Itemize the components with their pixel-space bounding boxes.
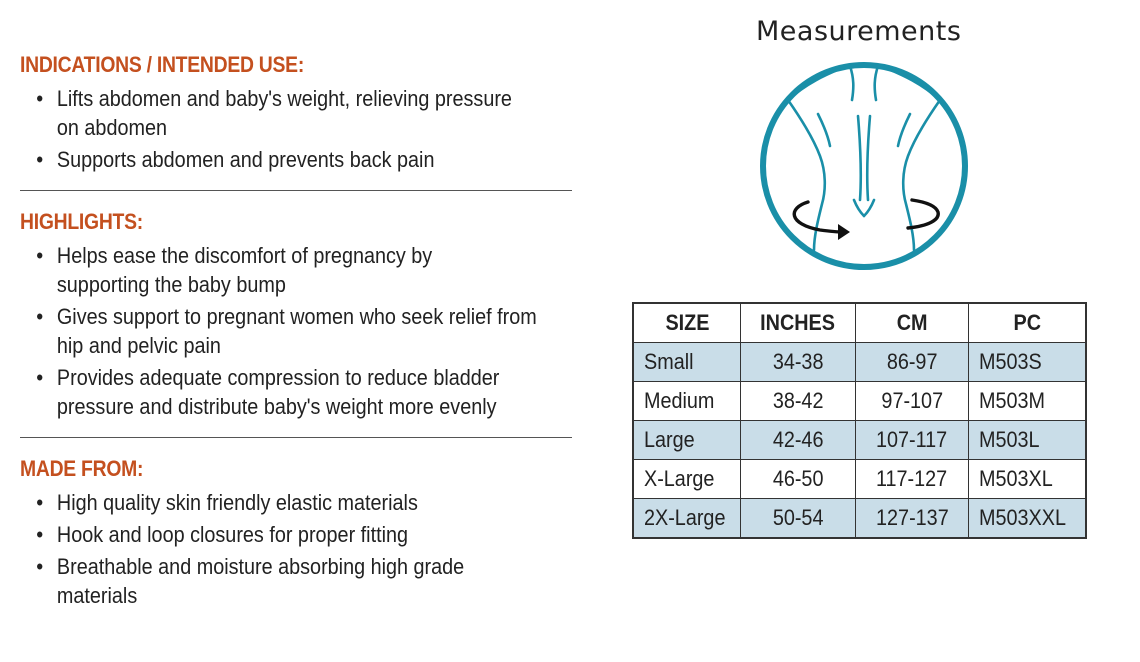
inches-cell: 34-38 [740, 342, 856, 382]
section-title-highlights: HIGHLIGHTS: [20, 209, 143, 234]
list-item-text: Breathable and moisture absorbing high g… [56, 554, 465, 608]
pc-cell: M503L [968, 420, 1087, 460]
list-item: • Breathable and moisture absorbing high … [20, 552, 525, 610]
bullet-icon: • [36, 304, 44, 329]
cm-cell: 86-97 [855, 342, 969, 382]
bullet-icon: • [36, 86, 44, 111]
list-item-text: Provides adequate compression to reduce … [56, 365, 500, 419]
indications-section: INDICATIONS / INTENDED USE: • Lifts abdom… [20, 50, 572, 174]
pc-cell: M503S [968, 342, 1087, 382]
list-item-text: Hook and loop closures for proper fittin… [56, 522, 408, 547]
table-header-row: SIZE INCHES CM PC [632, 302, 1087, 343]
pc-cell: M503XXL [968, 498, 1087, 539]
size-cell: 2X-Large [632, 498, 741, 539]
bullet-icon: • [36, 365, 44, 390]
highlights-list: • Helps ease the discomfort of pregnancy … [20, 241, 572, 421]
list-item: • High quality skin friendly elastic mate… [20, 488, 561, 517]
list-item: • Gives support to pregnant women who see… [20, 302, 543, 360]
table-row: X-Large 46-50 117-127 M503XL [632, 459, 1087, 499]
list-item: • Helps ease the discomfort of pregnancy … [20, 241, 507, 299]
column-header-size: SIZE [632, 302, 741, 343]
bullet-icon: • [36, 554, 44, 579]
inches-cell: 50-54 [740, 498, 856, 539]
column-header-cm: CM [855, 302, 969, 343]
bullet-icon: • [36, 490, 44, 515]
inches-cell: 38-42 [740, 381, 856, 421]
list-item-text: Lifts abdomen and baby's weight, relievi… [56, 86, 512, 140]
list-item-text: Helps ease the discomfort of pregnancy b… [56, 243, 433, 297]
table-row: Large 42-46 107-117 M503L [632, 420, 1087, 460]
section-title-made-from: MADE FROM: [20, 456, 144, 481]
made-from-section: MADE FROM: • High quality skin friendly e… [20, 454, 572, 610]
bullet-icon: • [36, 147, 44, 172]
list-item-text: High quality skin friendly elastic mater… [56, 490, 418, 515]
cm-cell: 97-107 [855, 381, 969, 421]
product-info-column: INDICATIONS / INTENDED USE: • Lifts abdom… [20, 50, 572, 613]
inches-cell: 42-46 [740, 420, 856, 460]
list-item: • Lifts abdomen and baby's weight, reliev… [20, 84, 534, 142]
indications-list: • Lifts abdomen and baby's weight, reliev… [20, 84, 572, 174]
cm-cell: 117-127 [855, 459, 969, 499]
cm-cell: 107-117 [855, 420, 969, 460]
size-cell: X-Large [632, 459, 741, 499]
list-item: • Supports abdomen and prevents back pain [20, 145, 561, 174]
table-row: Small 34-38 86-97 M503S [632, 342, 1087, 382]
list-item-text: Gives support to pregnant women who seek… [56, 304, 537, 358]
list-item: • Provides adequate compression to reduce… [20, 363, 561, 421]
size-cell: Large [632, 420, 741, 460]
list-item: • Hook and loop closures for proper fitti… [20, 520, 561, 549]
size-cell: Small [632, 342, 741, 382]
bullet-icon: • [36, 243, 44, 268]
column-header-pc: PC [968, 302, 1087, 343]
inches-cell: 46-50 [740, 459, 856, 499]
divider [20, 190, 572, 191]
column-header-inches: INCHES [740, 302, 856, 343]
table-row: Medium 38-42 97-107 M503M [632, 381, 1087, 421]
measurements-title: Measurements [756, 16, 962, 47]
pc-cell: M503XL [968, 459, 1087, 499]
size-chart-table: SIZE INCHES CM PC Small 34-38 86-97 M503… [632, 302, 1087, 539]
divider [20, 437, 572, 438]
cm-cell: 127-137 [855, 498, 969, 539]
pc-cell: M503M [968, 381, 1087, 421]
table-row: 2X-Large 50-54 127-137 M503XXL [632, 498, 1087, 539]
made-from-list: • High quality skin friendly elastic mate… [20, 488, 572, 610]
highlights-section: HIGHLIGHTS: • Helps ease the discomfort o… [20, 207, 572, 421]
list-item-text: Supports abdomen and prevents back pain [56, 147, 435, 172]
section-title-indications: INDICATIONS / INTENDED USE: [20, 52, 305, 77]
size-cell: Medium [632, 381, 741, 421]
waist-measurement-icon [758, 60, 970, 272]
bullet-icon: • [36, 522, 44, 547]
